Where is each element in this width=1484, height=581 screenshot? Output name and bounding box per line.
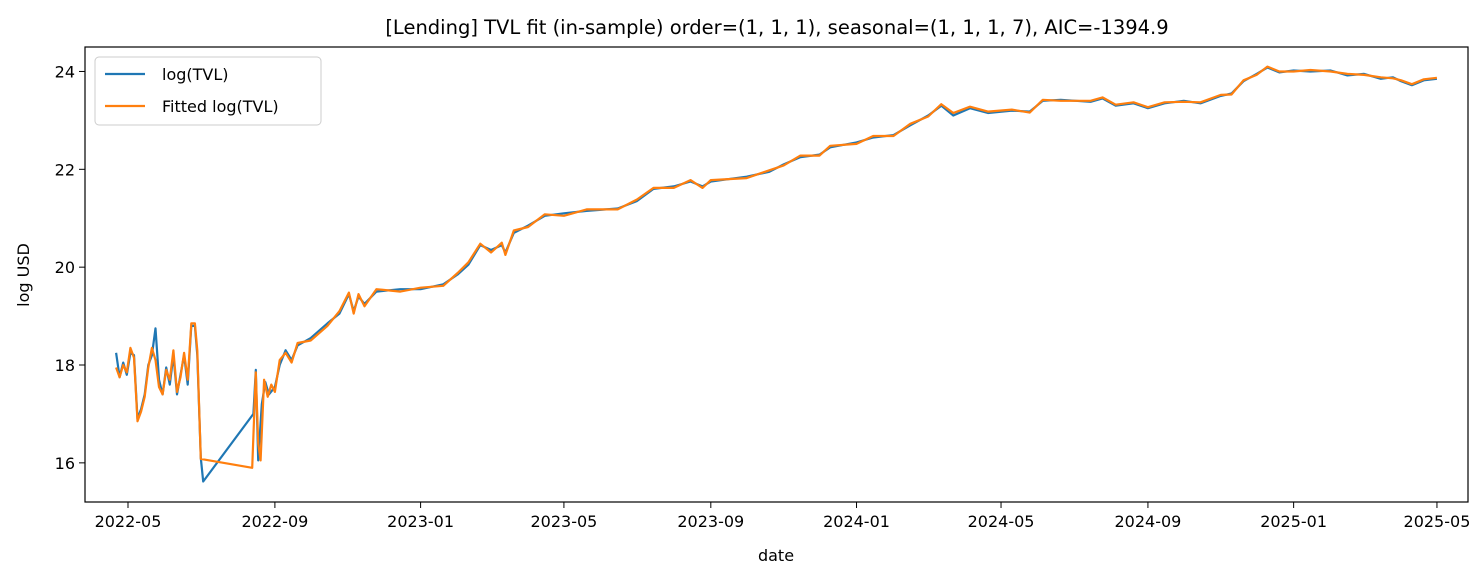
- axes-frame: [84, 46, 1469, 503]
- series-layer: [115, 65, 1438, 483]
- x-tick-label: 2024-01: [823, 512, 890, 531]
- y-axis-label: log USD: [14, 243, 33, 307]
- legend: log(TVL) Fitted log(TVL): [94, 56, 322, 126]
- y-tick-label: 18: [55, 356, 75, 375]
- series-line-1: [115, 65, 1438, 469]
- x-tick-label: 2024-05: [968, 512, 1035, 531]
- x-tick-label: 2025-05: [1404, 512, 1471, 531]
- y-tick-label: 16: [55, 454, 75, 473]
- legend-box: [94, 56, 322, 126]
- y-axis: 16 18 20 22 24: [55, 62, 85, 473]
- x-tick-label: 2022-09: [241, 512, 308, 531]
- x-tick-label: 2022-05: [95, 512, 162, 531]
- legend-label-log-tvl: log(TVL): [162, 65, 229, 84]
- x-tick-label: 2024-09: [1114, 512, 1181, 531]
- x-tick-label: 2023-01: [387, 512, 454, 531]
- y-tick-label: 24: [55, 62, 75, 81]
- legend-label-fitted-log-tvl: Fitted log(TVL): [162, 97, 279, 116]
- chart-title: [Lending] TVL fit (in-sample) order=(1, …: [385, 16, 1168, 39]
- x-axis: 2022-05 2022-09 2023-01 2023-05 2023-09 2024-…: [95, 502, 1471, 531]
- x-tick-label: 2025-01: [1260, 512, 1327, 531]
- x-axis-label: date: [758, 546, 794, 565]
- y-tick-label: 20: [55, 258, 75, 277]
- x-tick-label: 2023-05: [530, 512, 597, 531]
- y-tick-label: 22: [55, 160, 75, 179]
- x-tick-label: 2023-09: [677, 512, 744, 531]
